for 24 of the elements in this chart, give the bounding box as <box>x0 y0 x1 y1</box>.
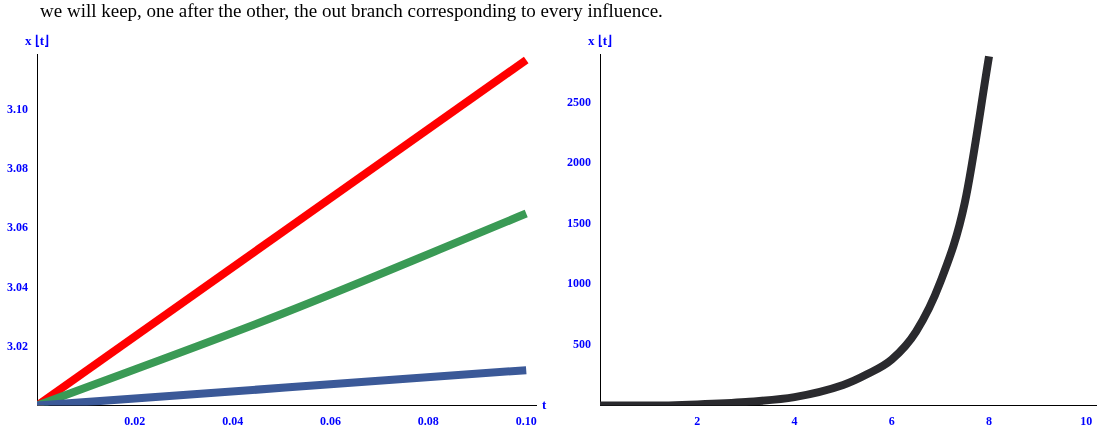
y-tick-label: 1000 <box>567 276 591 291</box>
y-tick-label: 3.04 <box>7 279 28 294</box>
x-tick-label: 8 <box>986 413 993 428</box>
y-tick-label: 3.06 <box>7 220 28 235</box>
x-tick-label: 6 <box>888 413 895 428</box>
y-tick-label: 3.10 <box>7 102 28 117</box>
y-tick-label: 1500 <box>567 215 591 230</box>
x-tick-label: 0.06 <box>320 413 342 428</box>
x-tick-label: 0.02 <box>124 413 146 428</box>
y-tick-label: 3.08 <box>7 161 28 176</box>
y-axis-title: x ⌊t⌋ <box>24 32 50 48</box>
text: we will keep, one after the other, the out branch corresponding to every influence. <box>40 0 663 22</box>
x-tick-label: 2 <box>694 413 701 428</box>
y-tick-label: 500 <box>573 337 591 352</box>
y-tick-label: 2500 <box>567 94 591 109</box>
y-tick-label: 2000 <box>567 155 591 170</box>
x-tick-label: 0.08 <box>417 413 439 428</box>
x-tick-label: 4 <box>791 413 798 428</box>
x-tick-label: 0.10 <box>515 413 537 428</box>
x-axis-title: t <box>542 396 547 412</box>
x-tick-label: 0.04 <box>222 413 244 428</box>
y-axis-title: x ⌊t⌋ <box>587 32 613 48</box>
x-tick-label: 10 <box>1080 413 1093 428</box>
y-tick-label: 3.02 <box>7 338 28 353</box>
